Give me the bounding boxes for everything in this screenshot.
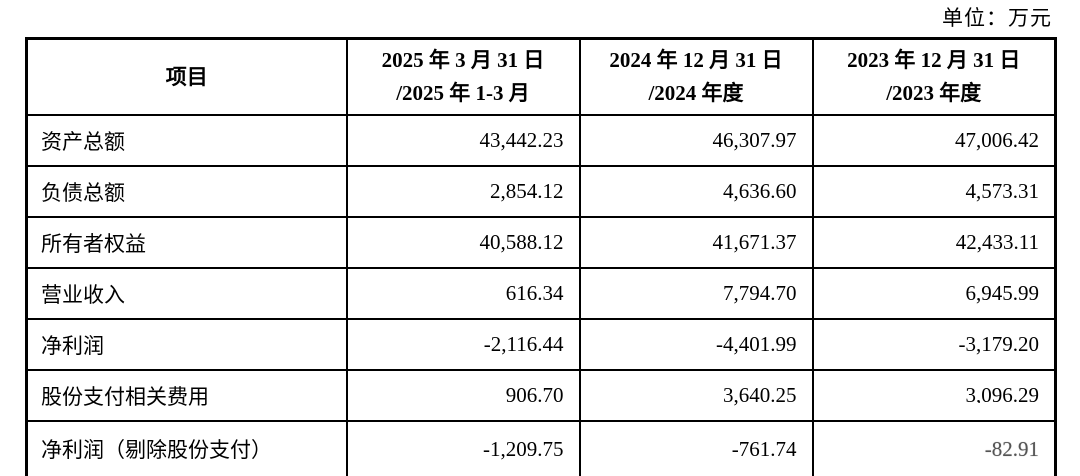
row-label: 资产总额 — [25, 114, 348, 167]
cell-value: 47,006.42 — [811, 114, 1057, 167]
cell-value: 2,854.12 — [345, 165, 581, 218]
cell-value: -2,116.44 — [345, 318, 581, 371]
header-row: 项目 2025 年 3 月 31 日 /2025 年 1-3 月 2024 年 … — [25, 37, 1057, 116]
cell-value: 616.34 — [345, 267, 581, 320]
header-period-2025-line2: /2025 年 1-3 月 — [396, 81, 530, 105]
row-label: 股份支付相关费用 — [25, 369, 348, 422]
cell-value: 46,307.97 — [578, 114, 814, 167]
header-period-2023: 2023 年 12 月 31 日 /2023 年度 — [811, 37, 1057, 116]
cell-value: 4,636.60 — [578, 165, 814, 218]
cell-value: 6,945.99 — [811, 267, 1057, 320]
header-item: 项目 — [25, 37, 348, 116]
header-period-2024: 2024 年 12 月 31 日 /2024 年度 — [578, 37, 814, 116]
cell-value: 41,671.37 — [578, 216, 814, 269]
table-row: 负债总额 2,854.12 4,636.60 4,573.31 — [25, 165, 1057, 218]
cell-value: 42,433.11 — [811, 216, 1057, 269]
cell-value: 3,096.29 — [811, 369, 1057, 422]
row-label: 净利润 — [25, 318, 348, 371]
header-period-2024-line2: /2024 年度 — [648, 81, 744, 105]
row-label: 负债总额 — [25, 165, 348, 218]
cell-value: 43,442.23 — [345, 114, 581, 167]
cell-value: 906.70 — [345, 369, 581, 422]
table-row: 所有者权益 40,588.12 41,671.37 42,433.11 — [25, 216, 1057, 269]
cell-value: -4,401.99 — [578, 318, 814, 371]
row-label: 净利润（剔除股份支付） — [25, 420, 348, 476]
table-row: 净利润 -2,116.44 -4,401.99 -3,179.20 — [25, 318, 1057, 371]
row-label: 所有者权益 — [25, 216, 348, 269]
header-period-2024-line1: 2024 年 12 月 31 日 — [609, 48, 783, 72]
cell-value: 40,588.12 — [345, 216, 581, 269]
table-row: 资产总额 43,442.23 46,307.97 47,006.42 — [25, 114, 1057, 167]
table-row: 股份支付相关费用 906.70 3,640.25 3,096.29 — [25, 369, 1057, 422]
header-period-2025: 2025 年 3 月 31 日 /2025 年 1-3 月 — [345, 37, 581, 116]
cell-value: -761.74 — [578, 420, 814, 476]
header-item-label: 项目 — [165, 64, 208, 89]
header-period-2023-line1: 2023 年 12 月 31 日 — [847, 48, 1021, 72]
financial-summary-table: 项目 2025 年 3 月 31 日 /2025 年 1-3 月 2024 年 … — [25, 37, 1057, 476]
unit-label: 单位：万元 — [942, 6, 1052, 30]
table-row: 营业收入 616.34 7,794.70 6,945.99 — [25, 267, 1057, 320]
cell-value: -82.91 — [811, 420, 1057, 476]
table-row: 净利润（剔除股份支付） -1,209.75 -761.74 -82.91 — [25, 420, 1057, 476]
cell-value: 7,794.70 — [578, 267, 814, 320]
header-period-2025-line1: 2025 年 3 月 31 日 — [381, 48, 545, 72]
cell-value: 3,640.25 — [578, 369, 814, 422]
row-label: 营业收入 — [25, 267, 348, 320]
header-period-2023-line2: /2023 年度 — [886, 81, 982, 105]
degraded-value: -82.91 — [984, 436, 1039, 461]
cell-value: -3,179.20 — [811, 318, 1057, 371]
cell-value: 4,573.31 — [811, 165, 1057, 218]
cell-value: -1,209.75 — [345, 420, 581, 476]
